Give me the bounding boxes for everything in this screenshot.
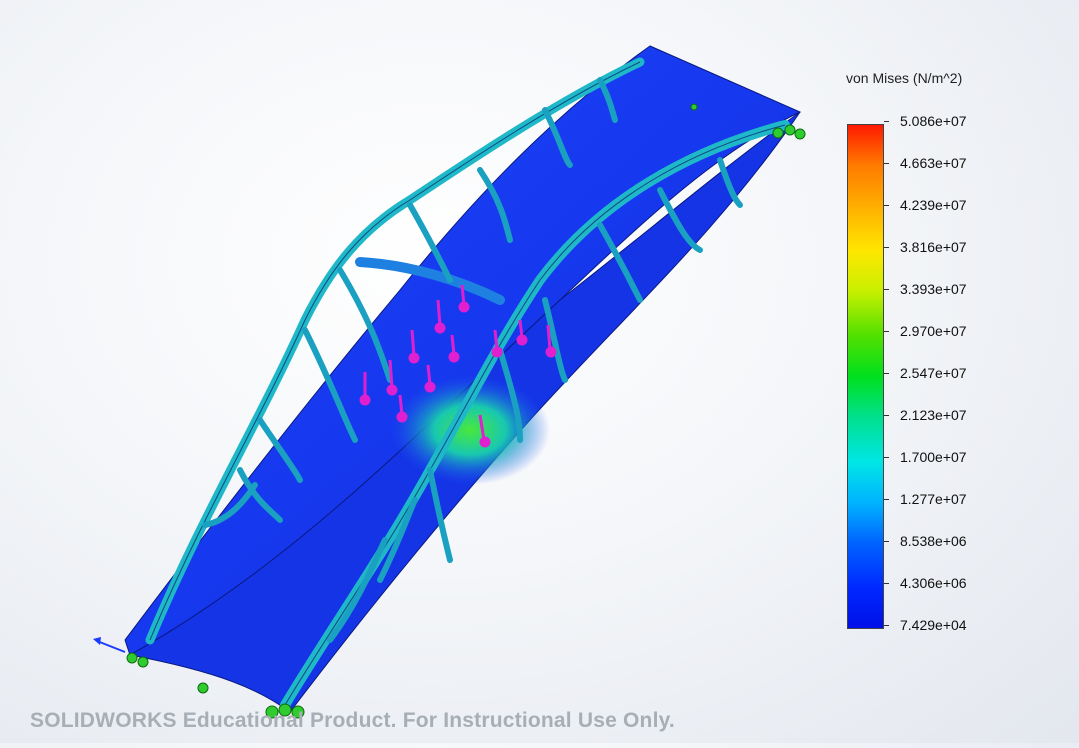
- legend-tick-mark: [884, 456, 889, 458]
- legend-tick-label: 2.547e+07: [900, 365, 967, 381]
- legend-tick: 1.277e+07: [884, 491, 967, 507]
- axis-triad: [93, 637, 126, 653]
- legend-tick: 4.306e+06: [884, 575, 967, 591]
- legend-tick-mark: [884, 246, 889, 248]
- legend-tick-label: 3.393e+07: [900, 281, 967, 297]
- legend-tick-mark: [884, 414, 889, 416]
- educational-watermark: SOLIDWORKS Educational Product. For Inst…: [30, 709, 675, 732]
- legend-tick-label: 4.239e+07: [900, 197, 967, 213]
- right-truss-diagonals: [327, 157, 743, 643]
- legend-tick-mark: [884, 204, 889, 206]
- legend-tick: 4.239e+07: [884, 197, 967, 213]
- legend-tick: 2.123e+07: [884, 407, 967, 423]
- legend-tick: 2.970e+07: [884, 323, 967, 339]
- legend-tick-label: 7.429e+04: [900, 617, 967, 633]
- legend-tick: 1.700e+07: [884, 449, 967, 465]
- legend-tick-label: 2.123e+07: [900, 407, 967, 423]
- bridge-deck: [124, 45, 802, 656]
- legend-tick: 3.816e+07: [884, 239, 967, 255]
- legend-tick: 8.538e+06: [884, 533, 967, 549]
- legend-tick-label: 1.700e+07: [900, 449, 967, 465]
- legend-tick-label: 4.306e+06: [900, 575, 967, 591]
- legend-tick-mark: [884, 372, 889, 374]
- left-truss-diagonals: [202, 77, 618, 528]
- legend-tick-label: 1.277e+07: [900, 491, 967, 507]
- legend-tick-mark: [884, 120, 889, 122]
- legend-tick-mark: [884, 582, 889, 584]
- legend-title: von Mises (N/m^2): [846, 70, 963, 86]
- load-arrows: [359, 284, 557, 448]
- legend-tick-mark: [884, 498, 889, 500]
- legend-tick-label: 2.970e+07: [900, 323, 967, 339]
- stress-hotspot: [390, 375, 550, 485]
- fixture-markers: [126, 103, 806, 719]
- stress-colorbar: [847, 124, 884, 629]
- legend-tick-mark: [884, 162, 889, 164]
- legend-tick-label: 4.663e+07: [900, 155, 967, 171]
- legend-tick: 7.429e+04: [884, 617, 967, 633]
- legend-tick-mark: [884, 624, 889, 626]
- legend-tick: 3.393e+07: [884, 281, 967, 297]
- cross-arch: [355, 257, 505, 305]
- legend-tick-label: 5.086e+07: [900, 113, 967, 129]
- legend-tick: 2.547e+07: [884, 365, 967, 381]
- legend-tick-label: 3.816e+07: [900, 239, 967, 255]
- legend-tick-mark: [884, 288, 889, 290]
- legend-tick-mark: [884, 330, 889, 332]
- legend-tick: 5.086e+07: [884, 113, 967, 129]
- legend-tick-mark: [884, 540, 889, 542]
- legend-tick: 4.663e+07: [884, 155, 967, 171]
- legend-tick-label: 8.538e+06: [900, 533, 967, 549]
